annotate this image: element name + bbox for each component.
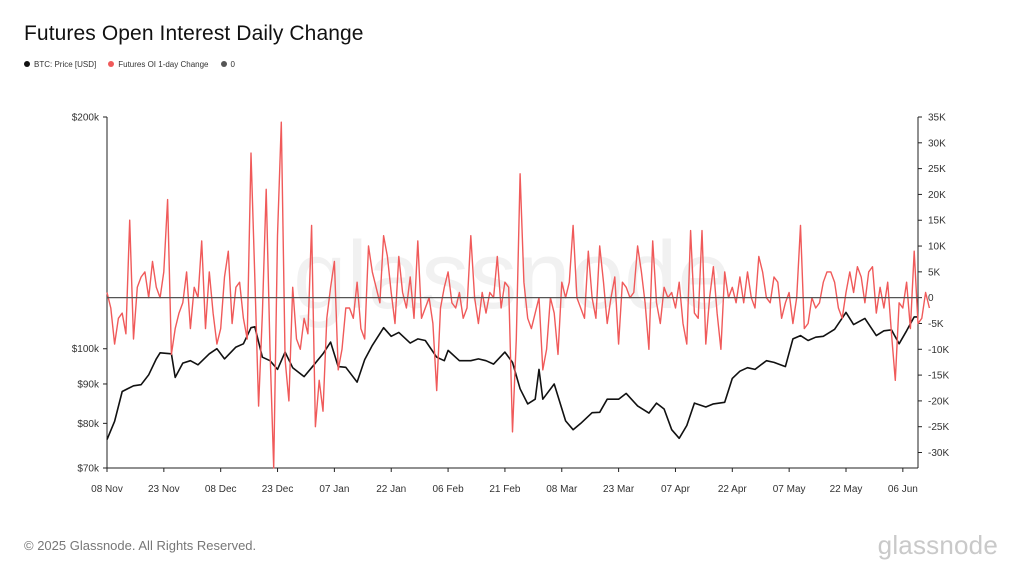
legend-label-zero-line: 0 (230, 59, 235, 69)
futures-oi-change-line (106, 121, 931, 469)
y-right-tick-label: 35K (928, 113, 946, 124)
x-tick-label: 22 Apr (718, 484, 748, 495)
x-tick-label: 23 Nov (148, 484, 180, 495)
x-tick-label: 06 Feb (433, 484, 465, 495)
legend-item-zero-line[interactable]: 0 (220, 59, 235, 69)
y-left-tick-label: $90k (77, 379, 100, 390)
legend-marker-btc-price (24, 61, 30, 67)
btc-price-line (106, 311, 918, 440)
y-right-tick-label: 25K (928, 164, 946, 175)
y-left-tick-label: $100k (72, 344, 100, 355)
legend-label-futures-oi: Futures OI 1-day Change (118, 59, 209, 69)
legend-marker-futures-oi (108, 61, 115, 67)
y-right-tick-label: 20K (928, 190, 946, 201)
brand-logo[interactable]: glassnode (877, 530, 998, 560)
legend-item-futures-oi[interactable]: Futures OI 1-day Change (108, 59, 209, 69)
y-right-tick-label: -5K (928, 319, 944, 330)
y-left-tick-label: $80k (77, 419, 100, 430)
series-layer (106, 121, 931, 469)
y-right-tick-label: 0 (928, 293, 934, 304)
y-right-tick-label: -10K (928, 345, 949, 356)
x-tick-label: 07 May (773, 484, 806, 495)
y-right-tick-label: -30K (928, 448, 949, 459)
y-left-tick-label: $200k (72, 113, 100, 124)
watermark-text: glassnode (293, 222, 731, 329)
x-tick-label: 08 Nov (91, 484, 123, 495)
x-tick-label: 23 Dec (262, 484, 294, 495)
y-right-tick-label: -25K (928, 422, 949, 433)
x-tick-label: 07 Apr (661, 484, 691, 495)
y-right-tick-label: -15K (928, 371, 949, 382)
chart-title: Futures Open Interest Daily Change (24, 22, 364, 45)
legend: BTC: Price [USD] Futures OI 1-day Change… (24, 58, 247, 70)
x-tick-label: 07 Jan (319, 484, 349, 495)
legend-label-btc-price: BTC: Price [USD] (34, 59, 97, 69)
y-right-tick-label: 10K (928, 242, 946, 253)
legend-marker-zero-line (220, 61, 227, 67)
x-tick-label: 08 Mar (546, 484, 578, 495)
y-right-tick-label: 5K (928, 267, 941, 278)
y-right-tick-label: 30K (928, 138, 946, 149)
x-tick-label: 06 Jun (888, 484, 918, 495)
x-tick-label: 23 Mar (603, 484, 635, 495)
x-tick-label: 08 Dec (205, 484, 237, 495)
x-tick-label: 22 Jan (376, 484, 406, 495)
y-right-tick-label: 15K (928, 216, 946, 227)
y-right-tick-label: -20K (928, 396, 949, 407)
y-left-tick-label: $70k (77, 464, 100, 475)
x-tick-label: 21 Feb (489, 484, 521, 495)
copyright-footer: © 2025 Glassnode. All Rights Reserved. (24, 538, 257, 553)
legend-item-btc-price[interactable]: BTC: Price [USD] (24, 60, 96, 69)
axes: $70k $80k $90k $100k $200k 35K 30K 25K 20K 15K 10K… (72, 113, 950, 496)
x-tick-label: 22 May (830, 484, 863, 495)
